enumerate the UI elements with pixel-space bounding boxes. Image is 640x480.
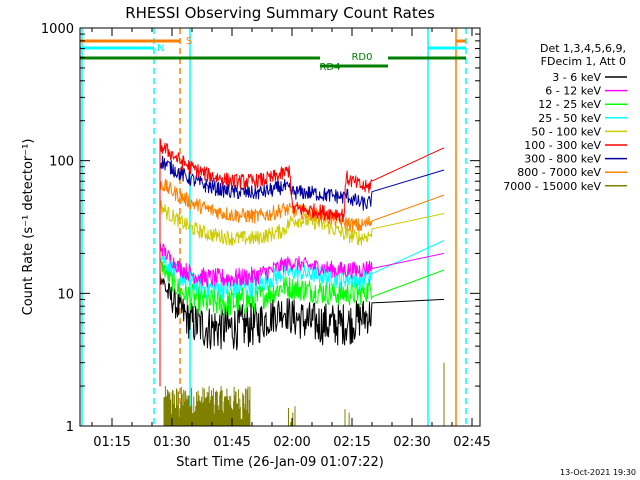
orbit-markers: S N RD0 RD4 (80, 28, 467, 426)
timestamp: 13-Oct-2021 19:30 (560, 468, 636, 477)
attenuator-label: S (186, 36, 192, 47)
y-tick-label: 100 (49, 155, 74, 170)
series-line (159, 200, 445, 387)
legend: Det 1,3,4,5,6,9,FDecim 1, Att 0 3 - 6 keV… (503, 42, 627, 193)
x-tick-label: 01:45 (213, 435, 250, 450)
night-label: N (157, 43, 164, 54)
legend-label: 25 - 50 keV (538, 112, 601, 125)
x-tick-label: 02:15 (333, 435, 370, 450)
x-tick-label: 02:00 (273, 435, 310, 450)
x-tick-label: 01:15 (93, 435, 130, 450)
y-axis-label: Count Rate (s⁻¹ detector⁻¹) (21, 139, 36, 316)
series-layer (159, 138, 445, 426)
chart-title: RHESSI Observing Summary Count Rates (125, 4, 435, 22)
series-line (159, 241, 445, 387)
x-tick-label: 02:45 (453, 435, 490, 450)
legend-label: 800 - 7000 keV (517, 166, 601, 179)
legend-label: 12 - 25 keV (538, 98, 601, 111)
y-tick-label: 1000 (41, 22, 74, 37)
x-tick-label: 02:30 (393, 435, 430, 450)
series-line (159, 155, 445, 387)
series-line (163, 362, 445, 426)
series-line (159, 240, 445, 387)
y-tick-label: 1 (66, 420, 74, 435)
plot-frame (79, 27, 481, 427)
x-axis-label: Start Time (26-Jan-09 01:07:22) (176, 455, 384, 470)
legend-label: 50 - 100 keV (531, 125, 601, 138)
decimation-label-rd4: RD4 (319, 62, 340, 73)
series-line (159, 257, 445, 387)
y-tick-label: 10 (57, 287, 74, 302)
axes-layer: 01:15 01:30 01:45 02:00 02:15 02:30 02:45 1 10 10… (41, 22, 491, 450)
legend-label: 300 - 800 keV (524, 153, 601, 166)
legend-label: 3 - 6 keV (552, 71, 601, 84)
legend-label: 7000 - 15000 keV (503, 180, 601, 193)
series-line (159, 138, 445, 387)
legend-header: FDecim 1, Att 0 (541, 55, 626, 68)
legend-label: 100 - 300 keV (524, 139, 601, 152)
decimation-label-rd0: RD0 (351, 52, 372, 63)
legend-header: Det 1,3,4,5,6,9, (540, 42, 626, 55)
x-tick-label: 01:30 (153, 435, 190, 450)
series-line (159, 268, 445, 387)
legend-label: 6 - 12 keV (545, 85, 601, 98)
